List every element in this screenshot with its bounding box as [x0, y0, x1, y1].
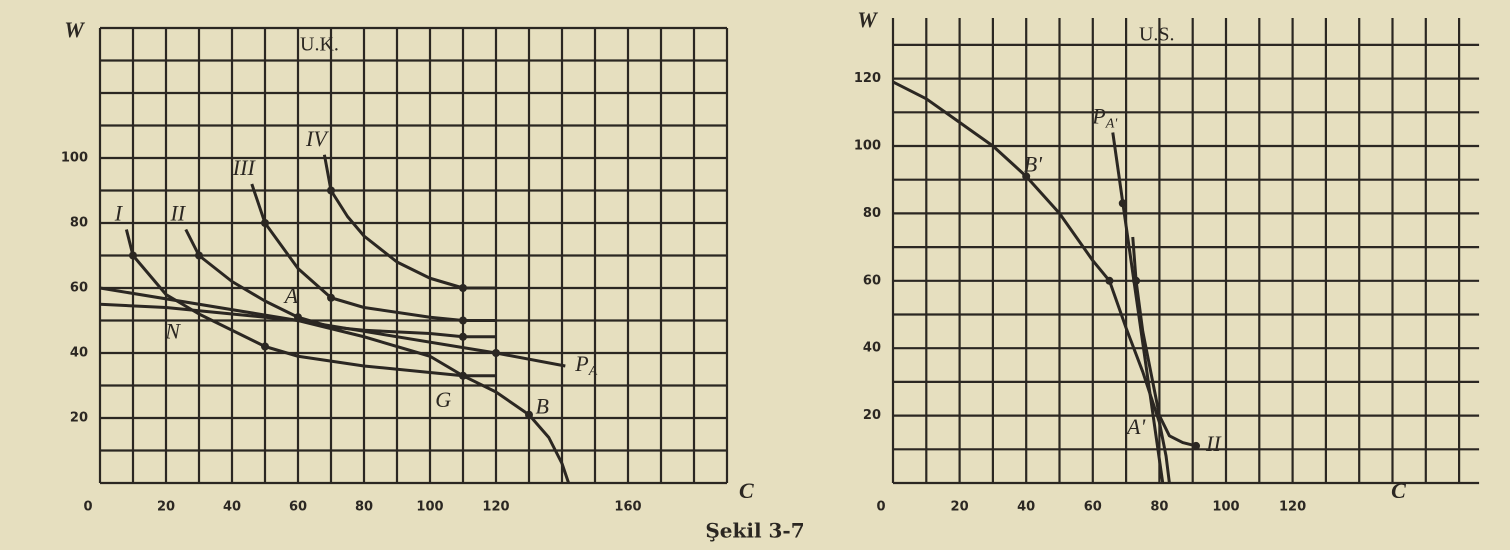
y-tick-label: 20 — [70, 411, 88, 426]
caption: Şekil 3-7 — [705, 519, 804, 543]
curve — [1111, 132, 1165, 484]
annotation: B' — [1024, 151, 1042, 176]
series-name: II — [169, 201, 186, 226]
series-label: IV — [305, 126, 329, 151]
y-tick-label: 80 — [70, 216, 88, 231]
point — [261, 342, 269, 351]
x-tick-label: 100 — [1212, 500, 1239, 515]
y-tick-label: 100 — [854, 139, 881, 154]
y-axis-label: W — [64, 17, 85, 42]
point — [492, 349, 500, 357]
series-name: II — [1205, 431, 1222, 456]
point — [327, 186, 335, 195]
x-tick-label: 0 — [83, 500, 92, 515]
x-tick-label: 100 — [416, 500, 443, 515]
x-tick-label: 60 — [1084, 500, 1102, 515]
x-tick-label: 120 — [1279, 500, 1306, 515]
point — [327, 293, 335, 302]
annotation: B — [535, 393, 548, 418]
series-name: I — [114, 201, 124, 226]
y-tick-label: 100 — [61, 151, 88, 166]
x-tick-label: 60 — [289, 500, 307, 515]
y-axis-label: W — [857, 7, 878, 32]
point — [459, 316, 467, 325]
point — [525, 410, 533, 419]
point — [459, 284, 467, 292]
series-name: IV — [305, 126, 329, 151]
curve — [250, 183, 496, 322]
series-label: II — [169, 201, 186, 226]
curve — [892, 80, 1171, 484]
x-axis-label: C — [1391, 478, 1406, 503]
series-label: I — [114, 201, 124, 226]
point — [129, 251, 137, 260]
annotation: N — [164, 319, 181, 344]
point — [1022, 172, 1031, 181]
y-tick-label: 60 — [863, 273, 881, 288]
y-tick-label: 40 — [70, 346, 88, 361]
x-tick-label: 0 — [876, 500, 885, 515]
y-tick-label: 60 — [70, 281, 88, 296]
curve — [322, 154, 496, 290]
point — [1118, 199, 1127, 208]
series-label: II — [1205, 431, 1222, 456]
point — [459, 332, 467, 341]
annotation: A — [283, 283, 299, 308]
x-tick-label: 20 — [157, 500, 175, 515]
point — [1105, 276, 1114, 285]
x-tick-label: 80 — [355, 500, 373, 515]
annotation: G — [435, 387, 451, 412]
point — [1132, 276, 1141, 285]
x-tick-label: 160 — [614, 500, 641, 515]
curve — [1131, 236, 1197, 448]
curve — [99, 302, 571, 484]
series-label: PA' — [1091, 104, 1118, 132]
point — [261, 219, 269, 227]
x-tick-label: 20 — [951, 500, 969, 515]
x-tick-label: 40 — [1017, 500, 1035, 515]
chart: 0 20 40 60 80 100 12020406080100120WCU.S.PA'II… — [854, 7, 1480, 515]
series-name-sub: A' — [1105, 117, 1119, 132]
y-tick-label: 120 — [854, 71, 881, 86]
series-label: PA — [574, 351, 597, 379]
y-tick-label: 80 — [863, 206, 881, 221]
annotation: A' — [1125, 414, 1145, 439]
series-label: III — [232, 155, 257, 180]
chart-title: U.S. — [1139, 24, 1175, 46]
x-tick-label: 80 — [1150, 500, 1168, 515]
y-tick-label: 40 — [863, 341, 881, 356]
series-name-sub: A — [588, 364, 598, 379]
x-tick-label: 120 — [482, 500, 509, 515]
x-tick-label: 40 — [223, 500, 241, 515]
point — [1192, 441, 1201, 450]
chart-title: U.K. — [300, 34, 339, 56]
y-tick-label: 20 — [863, 408, 881, 423]
series-name: III — [232, 155, 257, 180]
x-axis-label: C — [739, 478, 754, 503]
point — [195, 251, 203, 260]
series-name: P — [574, 351, 588, 376]
series-name: P — [1091, 104, 1105, 129]
